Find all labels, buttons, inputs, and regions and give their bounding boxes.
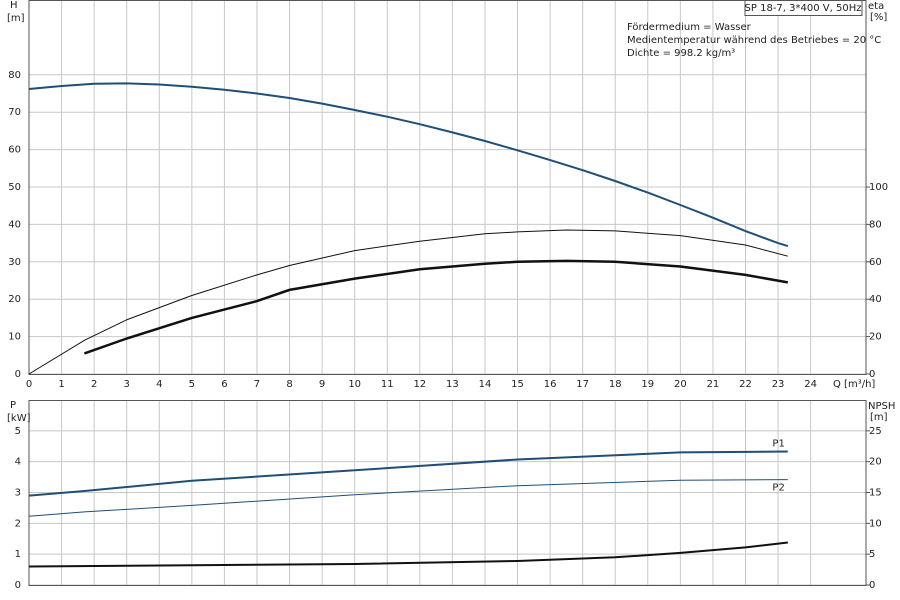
- y2-tick-label: 20: [869, 332, 882, 343]
- x-tick-label: 17: [576, 379, 589, 390]
- x-tick-label: 5: [189, 379, 195, 390]
- curve: [28, 229, 788, 375]
- chart-title: SP 18-7, 3*400 V, 50Hz: [745, 3, 862, 14]
- x-tick-label: 0: [26, 379, 32, 390]
- y-tick-label: 40: [8, 219, 21, 230]
- y-tick-label: 80: [8, 70, 21, 81]
- x-tick-label: 23: [772, 379, 785, 390]
- x-tick-label: 10: [348, 379, 361, 390]
- y-tick-label: 50: [8, 182, 21, 193]
- x-tick-label: 16: [544, 379, 557, 390]
- curve: [28, 541, 788, 568]
- y2-tick-label: 5: [869, 549, 875, 560]
- x-tick-label: 22: [739, 379, 752, 390]
- x-tick-label: 13: [446, 379, 459, 390]
- y-tick-label: 2: [15, 518, 21, 529]
- x-tick-label: 8: [286, 379, 292, 390]
- y-axis-label: P: [10, 400, 16, 411]
- x-tick-label: 4: [156, 379, 162, 390]
- y2-axis-label: NPSH: [868, 401, 895, 412]
- x-tick-label: 19: [641, 379, 654, 390]
- x-tick-label: 24: [804, 379, 817, 390]
- x-tick-label: 15: [511, 379, 524, 390]
- x-tick-label: 6: [221, 379, 227, 390]
- y2-tick-label: 40: [869, 294, 882, 305]
- series-label: P2: [772, 483, 784, 494]
- x-tick-label: 1: [58, 379, 64, 390]
- y2-tick-label: 60: [869, 257, 882, 268]
- y2-axis-unit: [%]: [870, 12, 887, 23]
- chart-panel: 0 1 2 3 4 5 6 7 8 9 10 11 12 13 14 15 16 17 18 19 20 21 22 23 24…: [7, 0, 888, 390]
- y-tick-label: 70: [8, 107, 21, 118]
- title-box: [744, 0, 863, 16]
- y-tick-label: 0: [15, 369, 21, 380]
- y2-axis-label: eta: [868, 1, 884, 12]
- y-tick-label: 3: [15, 488, 21, 499]
- y2-tick-label: 80: [869, 219, 882, 230]
- curve: [28, 82, 789, 248]
- y2-tick-label: 10: [869, 518, 882, 529]
- x-tick-label: 3: [124, 379, 130, 390]
- plot-frame: [28, 0, 867, 375]
- x-tick-label: 11: [381, 379, 394, 390]
- y-tick-label: 1: [15, 549, 21, 560]
- x-tick-label: 9: [319, 379, 325, 390]
- y-tick-label: 30: [8, 257, 21, 268]
- y-tick-label: 10: [8, 332, 21, 343]
- x-axis-label: Q [m³/h]: [833, 379, 875, 390]
- curve: [83, 259, 789, 355]
- y-axis-unit: [m]: [7, 13, 25, 24]
- chart-panel: 0 1 2 3 4 5 0 5 10 15 20 25 P [kW] NPSH[m] P1 P2: [7, 400, 895, 591]
- annotation: Dichte = 998.2 kg/m³: [627, 48, 735, 59]
- x-tick-label: 18: [609, 379, 622, 390]
- x-tick-label: 20: [674, 379, 687, 390]
- y-tick-label: 5: [15, 426, 21, 437]
- y2-tick-label: 0: [869, 580, 875, 591]
- y-tick-label: 20: [8, 294, 21, 305]
- x-tick-label: 2: [91, 379, 97, 390]
- x-tick-label: 21: [707, 379, 720, 390]
- annotation: Medientemperatur während des Betriebes =…: [627, 35, 881, 46]
- x-tick-label: 7: [254, 379, 260, 390]
- y-tick-label: 60: [8, 145, 21, 156]
- y2-tick-label: 15: [869, 488, 882, 499]
- x-tick-label: 14: [479, 379, 492, 390]
- y-axis-unit: [kW]: [7, 413, 31, 424]
- plot-frame: [28, 400, 867, 586]
- y2-tick-label: 0: [869, 369, 875, 380]
- y2-tick-label: 25: [869, 426, 882, 437]
- y-axis-label: H: [10, 0, 18, 11]
- y2-tick-label: 100: [869, 182, 888, 193]
- y-tick-label: 4: [15, 457, 21, 468]
- y-tick-label: 0: [15, 580, 21, 591]
- x-tick-label: 12: [413, 379, 426, 390]
- y2-tick-label: 20: [869, 457, 882, 468]
- series-label: P1: [772, 438, 784, 449]
- annotation: Fördermedium = Wasser: [627, 22, 752, 33]
- curve: [28, 450, 788, 497]
- y2-axis-unit: [m]: [870, 412, 888, 423]
- curve: [28, 479, 788, 517]
